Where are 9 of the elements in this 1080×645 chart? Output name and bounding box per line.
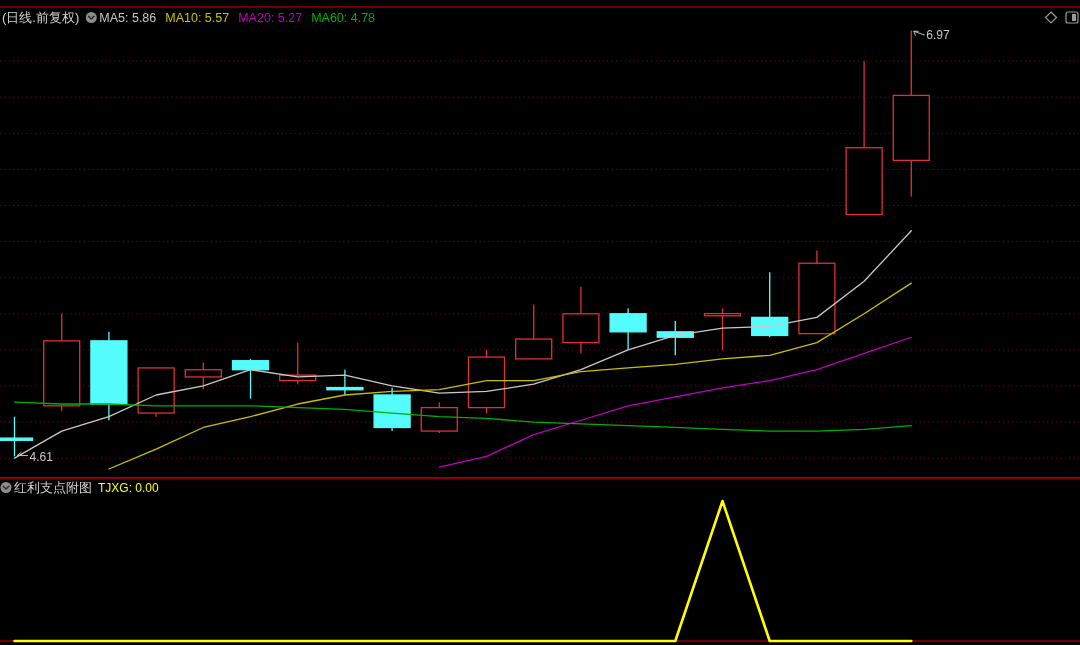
text: MA5: 5.86 [99,11,157,25]
annotation: 6.97 [926,28,950,43]
text: MA10: 5.57 [165,11,230,25]
text: TJXG: 0.00 [98,481,160,495]
text: MA60: 4.78 [311,11,376,25]
chart-title: (日线.前复权) [2,10,80,25]
text: MA20: 5.27 [238,11,303,25]
chart-title: 红利支点附图 [14,480,92,495]
annotation: 4.61 [29,450,54,465]
